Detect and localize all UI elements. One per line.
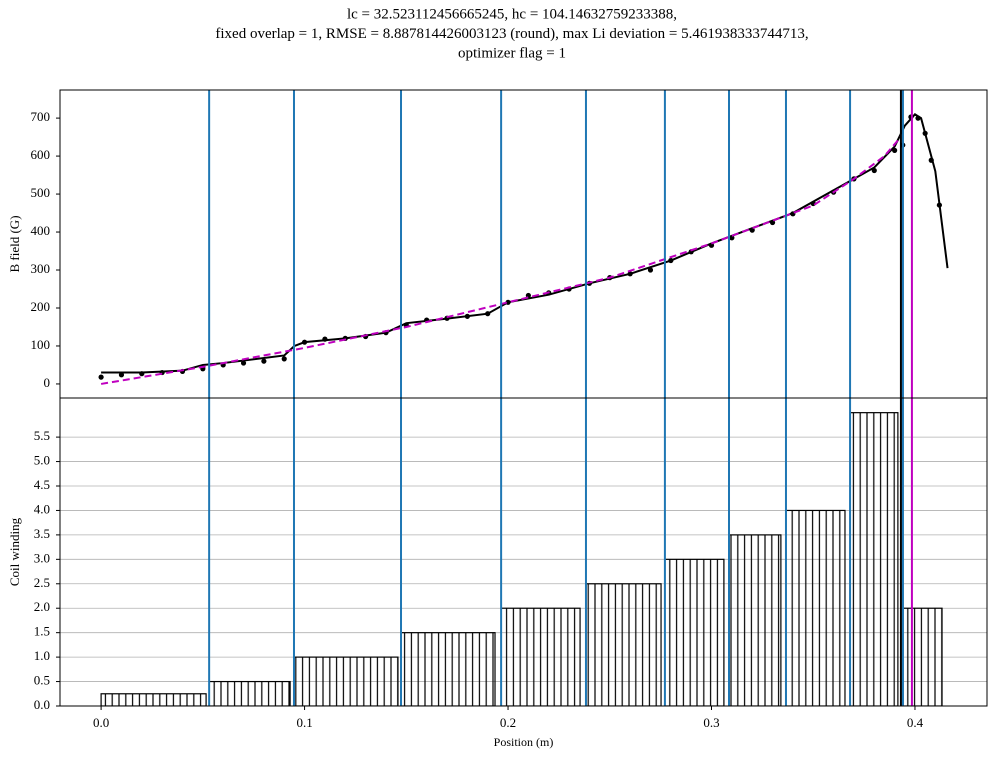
data-point (261, 358, 267, 364)
bar (500, 607, 581, 706)
line-series (100, 136, 902, 385)
y-tick-label: 0 (44, 375, 51, 390)
x-tick-label: 0.0 (93, 715, 109, 730)
y-tick-label: 4.5 (34, 477, 50, 492)
data-point (240, 360, 247, 366)
y-tick-label: 500 (31, 185, 51, 200)
bar (400, 632, 496, 706)
x-tick-label: 0.2 (500, 715, 516, 730)
data-point (98, 374, 104, 380)
y-tick-label: 1.5 (34, 624, 50, 639)
data-point (281, 356, 287, 362)
plot-area (98, 90, 949, 398)
bar (585, 583, 662, 706)
line-series (101, 113, 949, 374)
bar (293, 656, 399, 706)
chart-title: fixed overlap = 1, RMSE = 8.887814426003… (215, 26, 808, 42)
bar (664, 558, 725, 706)
chart-title: optimizer flag = 1 (458, 45, 566, 61)
data-point (647, 267, 654, 273)
chart-title: lc = 32.523112456665245, hc = 104.146327… (347, 6, 677, 22)
plot-area (60, 398, 987, 706)
y-axis-label: B field (G) (7, 215, 22, 272)
x-tick-label: 0.4 (907, 715, 924, 730)
y-tick-label: 3.0 (34, 550, 50, 565)
bar (785, 509, 846, 706)
bar (728, 534, 782, 706)
y-tick-label: 5.0 (34, 453, 50, 468)
x-axis-label: Position (m) (494, 735, 554, 749)
y-axis-label: Coil winding (7, 517, 22, 586)
bar (849, 412, 899, 706)
y-tick-label: 2.0 (34, 599, 50, 614)
y-tick-label: 200 (31, 299, 51, 314)
bar (208, 680, 291, 706)
y-tick-label: 5.5 (34, 428, 50, 443)
y-tick-label: 4.0 (34, 501, 50, 516)
x-tick-label: 0.3 (703, 715, 719, 730)
y-tick-label: 700 (31, 109, 51, 124)
y-tick-label: 1.0 (34, 648, 50, 663)
bar (902, 607, 943, 706)
x-tick-label: 0.1 (296, 715, 312, 730)
y-tick-label: 0.5 (34, 673, 50, 688)
y-tick-label: 400 (31, 223, 51, 238)
y-tick-label: 0.0 (34, 697, 50, 712)
axes-frame (59, 89, 988, 399)
bar (100, 693, 207, 706)
y-tick-label: 2.5 (34, 575, 50, 590)
y-tick-label: 3.5 (34, 526, 50, 541)
axes-frame (59, 397, 988, 707)
y-tick-label: 300 (31, 261, 51, 276)
y-tick-label: 100 (31, 337, 51, 352)
y-tick-label: 600 (31, 147, 51, 162)
